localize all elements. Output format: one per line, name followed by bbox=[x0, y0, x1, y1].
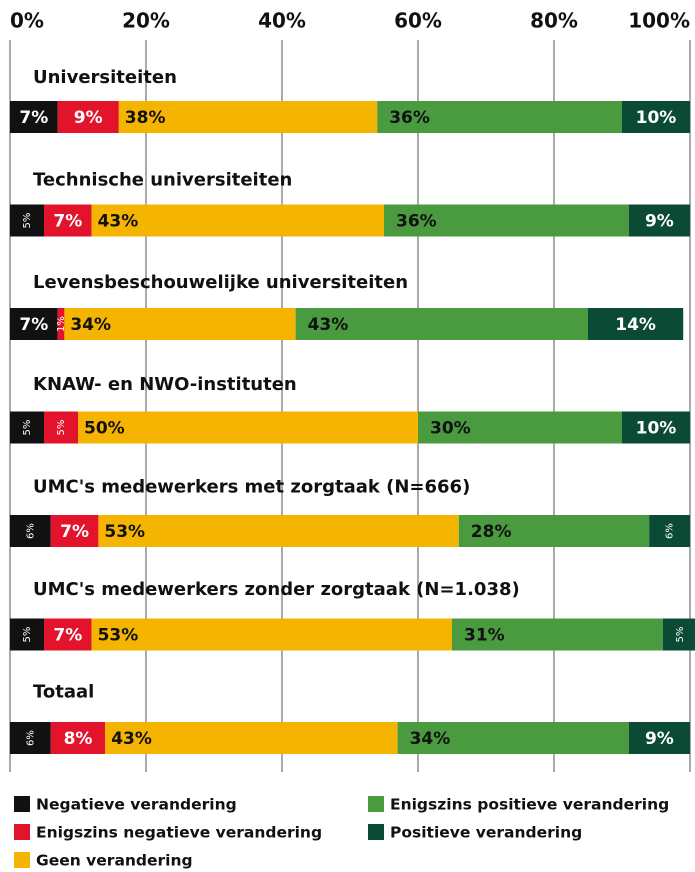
legend-swatch bbox=[368, 824, 384, 840]
value-label: 7% bbox=[53, 212, 82, 232]
value-label: 31% bbox=[464, 626, 505, 646]
value-label: 50% bbox=[84, 419, 125, 439]
value-label: 6% bbox=[25, 523, 36, 539]
value-label: 14% bbox=[615, 315, 656, 335]
value-label: 43% bbox=[308, 315, 349, 335]
x-tick-label: 100% bbox=[628, 9, 690, 33]
bar-segment bbox=[377, 101, 622, 133]
bar-segment bbox=[418, 411, 622, 444]
bar-segment bbox=[10, 411, 44, 444]
bar-segment bbox=[10, 515, 51, 547]
value-label: 7% bbox=[19, 315, 48, 335]
legend-label: Enigszins negatieve verandering bbox=[36, 824, 322, 842]
category-label: UMC's medewerkers met zorgtaak (N=666) bbox=[33, 477, 470, 498]
value-label: 6% bbox=[665, 523, 676, 539]
bar-segment bbox=[57, 101, 119, 133]
x-tick-label: 80% bbox=[530, 9, 578, 33]
value-label: 9% bbox=[74, 108, 103, 128]
bar-segment bbox=[10, 722, 51, 754]
x-tick-label: 20% bbox=[122, 9, 170, 33]
value-label: 53% bbox=[104, 522, 145, 542]
bar-segment bbox=[588, 308, 684, 340]
bar-segment bbox=[458, 515, 650, 547]
bar-segment bbox=[628, 722, 690, 754]
legend-label: Enigszins positieve verandering bbox=[390, 796, 669, 814]
legend-swatch bbox=[14, 824, 30, 840]
value-label: 34% bbox=[410, 729, 451, 749]
bar-segment bbox=[10, 618, 44, 651]
legend-label: Negatieve verandering bbox=[36, 796, 237, 814]
bar-segment bbox=[50, 515, 99, 547]
bar-segment bbox=[662, 618, 695, 651]
legend-swatch bbox=[14, 796, 30, 812]
bar-segment bbox=[78, 411, 418, 444]
value-label: 43% bbox=[111, 729, 152, 749]
bar-segment bbox=[397, 722, 629, 754]
bar-segment bbox=[452, 618, 663, 651]
legend: Negatieve verandering Enigszins negatieve… bbox=[14, 796, 669, 870]
value-label: 5% bbox=[22, 627, 33, 643]
value-label: 36% bbox=[389, 108, 430, 128]
bars: Universiteiten 7% 9% 38% 36% 10% Technische un… bbox=[10, 67, 695, 754]
value-label: 5% bbox=[675, 627, 686, 643]
bar-segment bbox=[98, 515, 459, 547]
x-tick-label: 40% bbox=[258, 9, 306, 33]
category-label: Totaal bbox=[33, 681, 94, 702]
bar-segment bbox=[384, 204, 629, 237]
bar-segment bbox=[44, 204, 92, 237]
bar-segment bbox=[105, 722, 398, 754]
bar-segment bbox=[44, 411, 78, 444]
legend-swatch bbox=[14, 852, 30, 868]
value-label: 53% bbox=[98, 626, 139, 646]
value-label: 10% bbox=[636, 108, 677, 128]
bar-segment bbox=[64, 308, 296, 340]
category-label: Levensbeschouwelijke universiteiten bbox=[33, 272, 408, 293]
bar-segment bbox=[91, 204, 384, 237]
bar-segment bbox=[57, 308, 65, 340]
legend-swatch bbox=[368, 796, 384, 812]
value-label: 36% bbox=[396, 212, 437, 232]
x-tick-label: 60% bbox=[394, 9, 442, 33]
value-label: 38% bbox=[125, 108, 166, 128]
value-label: 5% bbox=[22, 420, 33, 436]
value-label: 7% bbox=[19, 108, 48, 128]
bar-segment bbox=[622, 411, 690, 444]
value-label: 30% bbox=[430, 419, 471, 439]
category-label: UMC's medewerkers zonder zorgtaak (N=1.0… bbox=[33, 579, 520, 600]
bar-segment bbox=[91, 618, 452, 651]
value-label: 7% bbox=[60, 522, 89, 542]
bar-segment bbox=[118, 101, 378, 133]
value-label: 34% bbox=[70, 315, 111, 335]
category-label: Technische universiteiten bbox=[33, 169, 292, 190]
bar-segment bbox=[649, 515, 690, 547]
grid: 0% 20% 40% 60% 80% 100% bbox=[9, 9, 691, 772]
legend-label: Positieve verandering bbox=[390, 824, 582, 842]
category-label: Universiteiten bbox=[33, 67, 177, 88]
bar-segment bbox=[295, 308, 588, 340]
bar-segment bbox=[10, 101, 58, 133]
legend-label: Geen verandering bbox=[36, 852, 193, 870]
value-label: 8% bbox=[64, 729, 93, 749]
bar-segment bbox=[10, 204, 44, 237]
value-label: 1% bbox=[56, 316, 67, 332]
value-label: 9% bbox=[645, 212, 674, 232]
category-label: KNAW- en NWO-instituten bbox=[33, 374, 297, 395]
value-label: 28% bbox=[471, 522, 512, 542]
bar-segment bbox=[10, 308, 58, 340]
value-label: 9% bbox=[645, 729, 674, 749]
value-label: 5% bbox=[56, 420, 67, 436]
value-label: 10% bbox=[636, 419, 677, 439]
bar-segment bbox=[44, 618, 92, 651]
value-label: 43% bbox=[98, 212, 139, 232]
value-label: 5% bbox=[22, 213, 33, 229]
bar-segment bbox=[622, 101, 690, 133]
bar-segment bbox=[50, 722, 106, 754]
value-label: 6% bbox=[25, 730, 36, 746]
value-label: 7% bbox=[53, 626, 82, 646]
bar-segment bbox=[628, 204, 690, 237]
x-tick-label: 0% bbox=[10, 9, 44, 33]
